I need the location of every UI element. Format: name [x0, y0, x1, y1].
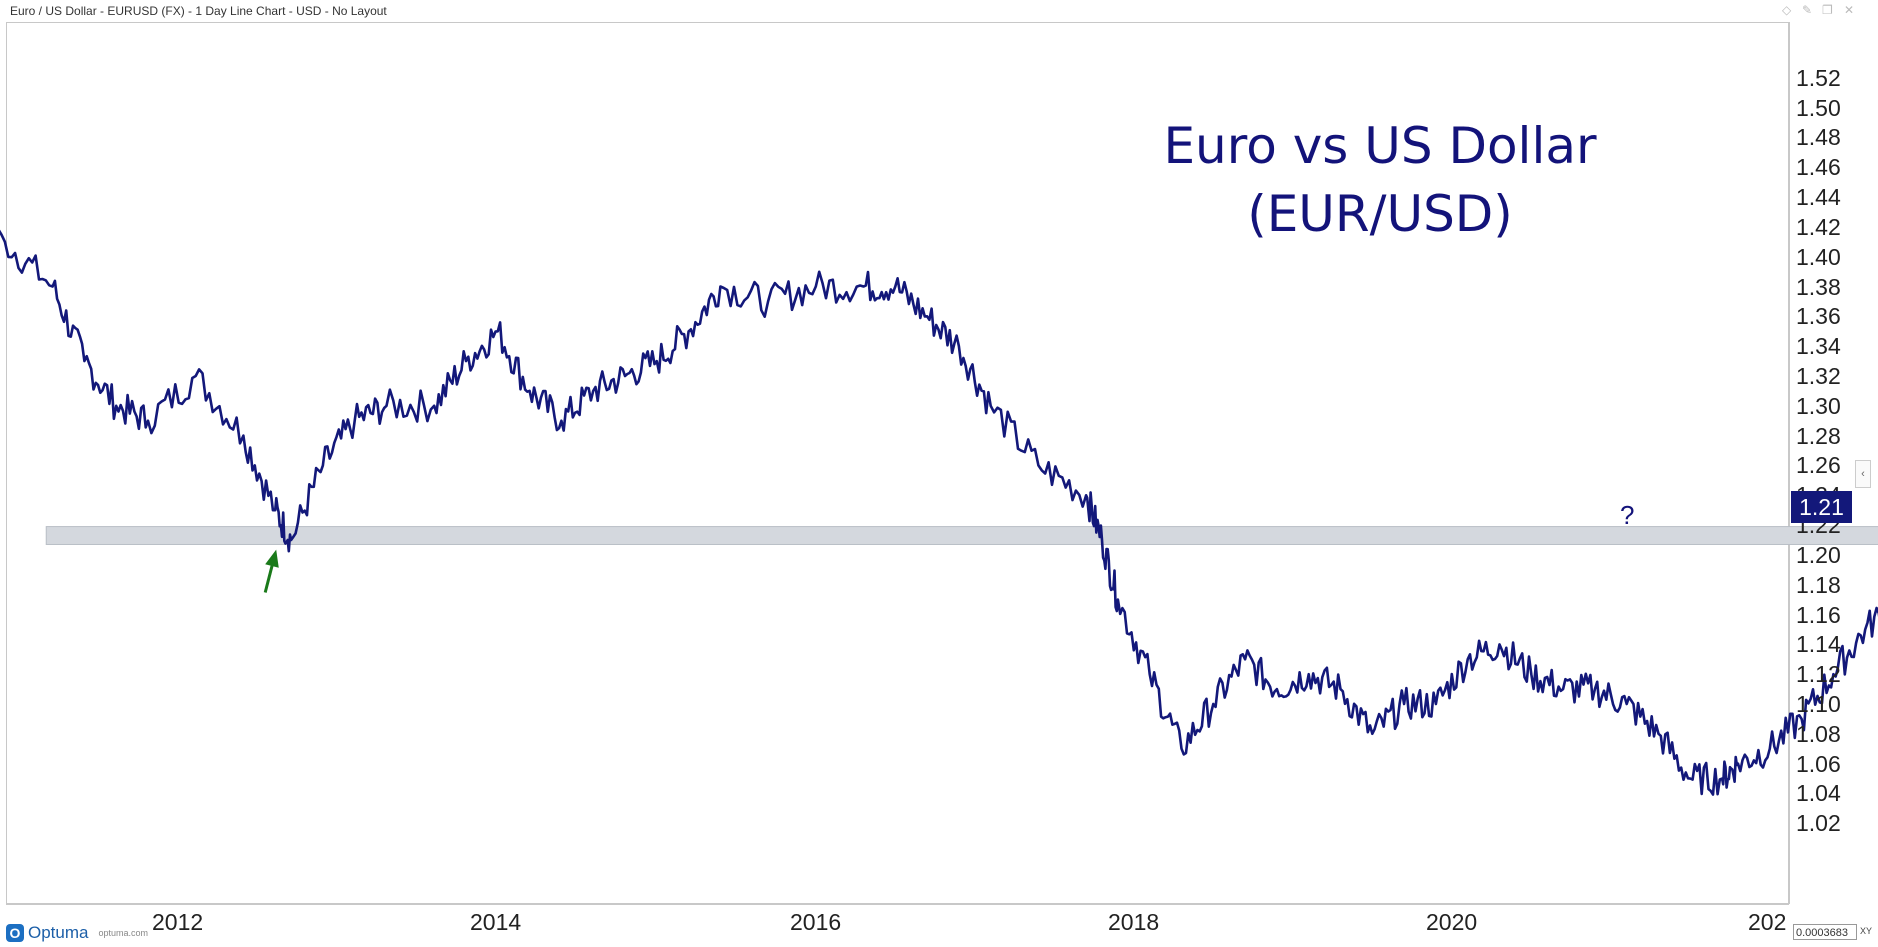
y-tick-label: 1.44	[1796, 184, 1841, 211]
support-band	[45, 526, 1878, 545]
pin-icon[interactable]: ✎	[1802, 3, 1813, 17]
window-titlebar: Euro / US Dollar - EURUSD (FX) - 1 Day L…	[0, 0, 1878, 22]
question-mark-annotation: ?	[1620, 500, 1635, 530]
y-tick-label: 1.30	[1796, 392, 1841, 419]
x-tick-label: 2018	[1108, 909, 1160, 935]
scale-value-field[interactable]: 0.0003683	[1793, 924, 1857, 940]
y-tick-label: 1.18	[1796, 571, 1841, 598]
y-tick-label: 1.48	[1796, 124, 1841, 151]
optuma-logo-icon: O	[6, 924, 24, 942]
collapse-panel-icon[interactable]: ‹	[1855, 460, 1871, 488]
y-tick-label: 1.28	[1796, 422, 1841, 449]
plot-area[interactable]	[6, 22, 1789, 904]
y-tick-label: 1.40	[1796, 243, 1841, 270]
window-title: Euro / US Dollar - EURUSD (FX) - 1 Day L…	[10, 4, 387, 18]
y-tick-label: 1.10	[1796, 691, 1841, 717]
y-tick-label: 1.04	[1796, 780, 1841, 807]
y-tick-label: 1.16	[1796, 601, 1841, 628]
y-tick-label: 1.36	[1796, 303, 1841, 330]
scale-mode-toggle[interactable]: XY	[1860, 926, 1873, 936]
y-tick-label: 1.32	[1796, 362, 1841, 389]
y-tick-label: 1.42	[1796, 213, 1841, 240]
y-tick-label: 1.12	[1796, 661, 1841, 688]
y-tick-label: 1.26	[1796, 452, 1841, 479]
chart-subtitle: (EUR/USD)	[1247, 185, 1513, 243]
brand-site: optuma.com	[98, 928, 149, 938]
y-tick-label: 1.52	[1796, 64, 1841, 91]
x-tick-label: 2014	[470, 909, 522, 935]
diamond-icon[interactable]: ◇	[1782, 3, 1792, 17]
y-tick-label: 1.34	[1796, 333, 1841, 360]
y-tick-label: 1.20	[1796, 541, 1841, 568]
y-axis-separator	[1789, 22, 1790, 904]
y-tick-label: 1.14	[1796, 631, 1841, 658]
eurusd-price-line	[0, 229, 1878, 796]
brand-name: Optuma	[28, 923, 89, 942]
x-tick-label: 202	[1748, 909, 1787, 935]
y-tick-label: 1.50	[1796, 94, 1841, 121]
x-tick-label: 2012	[152, 909, 204, 935]
x-tick-label: 2020	[1426, 909, 1478, 935]
x-axis-separator	[6, 904, 1789, 905]
chart-title: Euro vs US Dollar	[1163, 117, 1597, 175]
chart-title-block: Euro vs US Dollar (EUR/USD)	[1100, 112, 1660, 248]
last-price-tag: 1.21	[1791, 491, 1852, 523]
y-tick-label: 1.06	[1796, 750, 1841, 777]
restore-icon[interactable]: ❐	[1822, 3, 1833, 17]
close-icon[interactable]: ✕	[1844, 3, 1855, 17]
optuma-logo: O Optuma optuma.com	[6, 922, 148, 944]
x-tick-label: 2016	[790, 909, 842, 935]
annotation-arrowhead-up-1	[265, 549, 279, 568]
y-tick-label: 1.08	[1796, 720, 1841, 747]
y-tick-label: 1.02	[1796, 810, 1841, 837]
y-tick-label: 1.46	[1796, 154, 1841, 181]
y-tick-label: 1.38	[1796, 273, 1841, 300]
